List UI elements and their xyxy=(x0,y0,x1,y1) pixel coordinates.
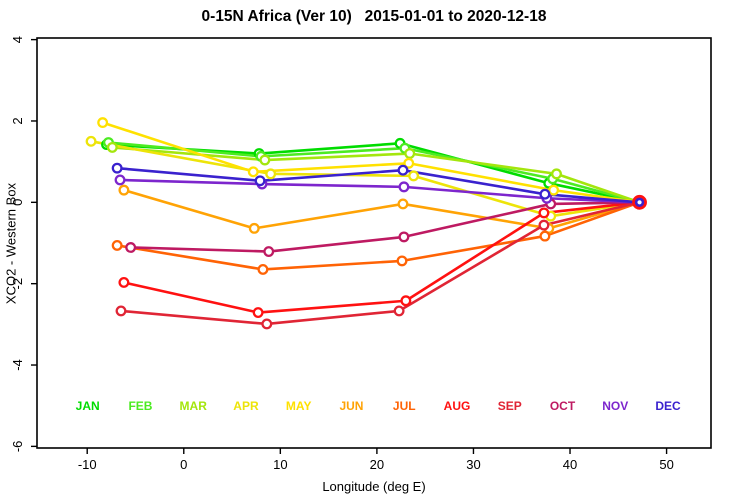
data-point-apr xyxy=(265,168,277,180)
y-tick-label: 0 xyxy=(10,199,25,206)
y-tick-label: -2 xyxy=(10,278,25,290)
data-point-jul xyxy=(257,263,269,275)
data-point-mar xyxy=(259,154,271,166)
data-point-jun xyxy=(118,184,130,196)
data-point-jun xyxy=(397,198,409,210)
data-point-mar xyxy=(551,168,562,180)
month-label-mar: MAR xyxy=(180,399,208,413)
x-axis-title: Longitude (deg E) xyxy=(322,479,426,494)
data-point-jul xyxy=(111,239,123,251)
month-label-oct: OCT xyxy=(550,399,576,413)
data-point-nov xyxy=(398,181,410,193)
y-axis-title: XCO2 - Western Box xyxy=(3,182,19,305)
data-point-nov xyxy=(114,174,126,186)
data-point-apr xyxy=(85,135,97,147)
data-point-jul xyxy=(539,230,551,242)
plot-frame xyxy=(36,37,712,449)
data-point-may xyxy=(247,166,259,178)
x-tick-label: 30 xyxy=(466,457,480,472)
data-point-oct xyxy=(263,246,275,257)
data-point-mar xyxy=(404,148,416,159)
y-tick-label: 4 xyxy=(10,36,25,43)
y-tick-label: 2 xyxy=(10,117,25,124)
y-tick-label: -6 xyxy=(10,441,25,453)
data-point-may xyxy=(403,157,415,169)
data-point-aug xyxy=(538,207,550,219)
series-line-aug xyxy=(122,201,641,314)
data-point-sep xyxy=(115,305,127,317)
chart-title: 0-15N Africa (Ver 10) 2015-01-01 to 2020… xyxy=(201,8,547,25)
x-tick-label: 0 xyxy=(180,457,187,472)
data-point-jul xyxy=(396,255,408,267)
data-point-oct xyxy=(398,231,410,243)
data-point-sep xyxy=(393,305,405,317)
end-marker-inner-ring xyxy=(634,197,645,208)
month-label-sep: SEP xyxy=(498,399,522,413)
month-label-aug: AUG xyxy=(444,399,471,413)
data-point-dec xyxy=(539,188,551,200)
month-label-jun: JUN xyxy=(339,399,363,413)
month-label-nov: NOV xyxy=(602,399,628,413)
x-tick-label: -10 xyxy=(78,457,97,472)
data-point-apr xyxy=(408,170,420,182)
data-point-sep xyxy=(538,219,550,231)
data-point-may xyxy=(548,184,560,196)
month-label-jul: JUL xyxy=(393,399,416,413)
data-point-aug xyxy=(118,277,130,288)
data-point-oct xyxy=(125,242,137,253)
x-tick-label: 20 xyxy=(370,457,384,472)
x-tick-label: 40 xyxy=(563,457,577,472)
month-label-jan: JAN xyxy=(76,399,100,413)
month-label-apr: APR xyxy=(233,399,259,413)
data-point-jun xyxy=(248,222,260,234)
end-marker-outer-ring xyxy=(632,194,647,210)
data-point-aug xyxy=(252,307,264,319)
data-point-aug xyxy=(400,295,412,307)
x-tick-label: 50 xyxy=(659,457,673,472)
y-tick-label: -4 xyxy=(10,359,25,371)
data-point-sep xyxy=(261,318,273,330)
data-point-may xyxy=(97,117,109,129)
month-label-feb: FEB xyxy=(128,399,152,413)
data-point-mar xyxy=(106,141,118,153)
month-label-may: MAY xyxy=(286,399,312,413)
data-point-dec xyxy=(397,164,409,176)
x-tick-label: 10 xyxy=(273,457,287,472)
data-point-dec xyxy=(111,162,123,174)
data-point-dec xyxy=(254,175,266,187)
month-label-dec: DEC xyxy=(655,399,681,413)
